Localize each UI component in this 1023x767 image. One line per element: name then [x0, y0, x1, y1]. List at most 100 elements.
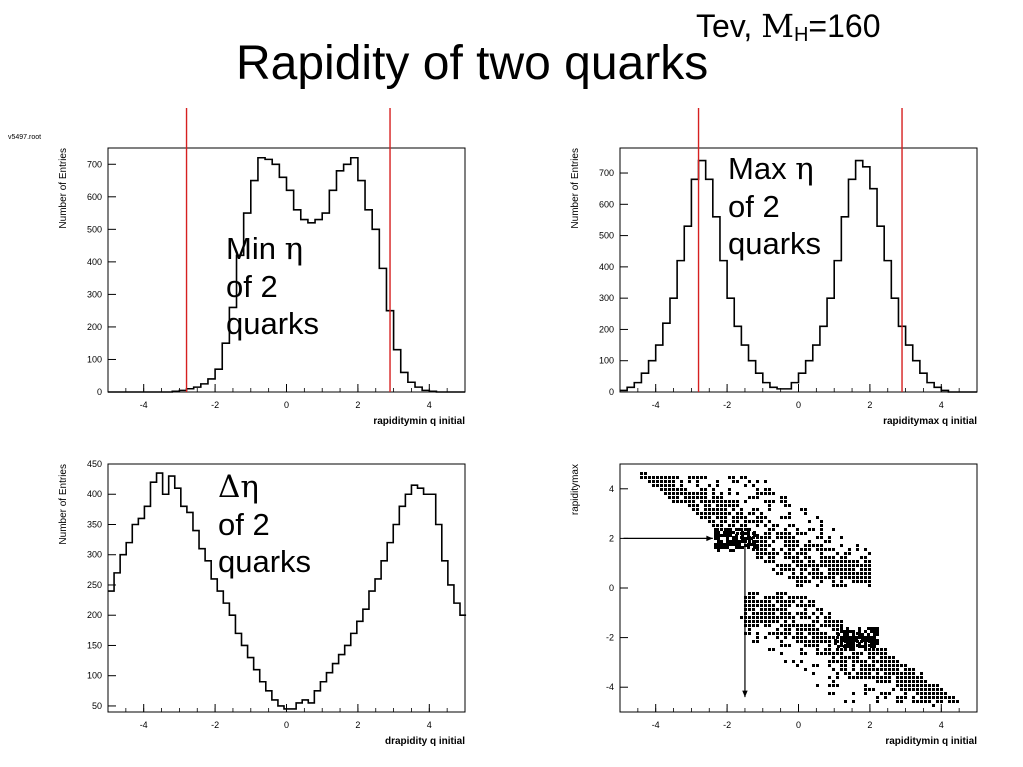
scatter-point: [796, 560, 799, 563]
scatter-point: [840, 560, 843, 563]
scatter-point: [764, 524, 767, 527]
scatter-point: [748, 592, 751, 595]
scatter-point: [808, 628, 811, 631]
scatter-point: [855, 636, 858, 639]
scatter-point: [832, 568, 835, 571]
scatter-point: [844, 556, 847, 559]
scatter-point: [740, 512, 743, 515]
scatter-point: [852, 668, 855, 671]
scatter-point: [904, 668, 907, 671]
scatter-point: [812, 612, 815, 615]
scatter-point: [920, 676, 923, 679]
annotation-min-eta-line1: Min: [226, 231, 285, 266]
maxrap-xtick-label: -4: [652, 400, 660, 410]
scatter-point: [716, 480, 719, 483]
scatter-point: [714, 543, 717, 546]
scatter-point: [784, 592, 787, 595]
scatter-point: [788, 568, 791, 571]
scatter-point: [848, 572, 851, 575]
scatter-point: [852, 564, 855, 567]
scatter-point: [864, 645, 867, 648]
scatter-point: [764, 608, 767, 611]
scatter-point: [753, 543, 756, 546]
scatter-point: [800, 596, 803, 599]
scatter-point: [764, 552, 767, 555]
scatter-point: [760, 548, 763, 551]
scatter-point: [812, 632, 815, 635]
scatter-point: [846, 636, 849, 639]
scatter-point: [784, 628, 787, 631]
scatter-point: [764, 532, 767, 535]
scatter-point: [724, 528, 727, 531]
scatter-point: [800, 568, 803, 571]
scatter-point: [852, 580, 855, 583]
scatter-point: [768, 648, 771, 651]
scatter-point: [728, 504, 731, 507]
scatter-point: [747, 546, 750, 549]
scatter-point: [688, 476, 691, 479]
minrap-plot: -4 -2 0 2 4 0 100 200 300 400 500 600 700 rapiditymin…: [58, 108, 466, 427]
scatter-point: [750, 543, 753, 546]
maxrap-ytick-label: 700: [599, 168, 614, 178]
scatter-point: [756, 604, 759, 607]
scatter-point: [784, 660, 787, 663]
scatter-point: [804, 624, 807, 627]
scatter-point: [784, 532, 787, 535]
scatter-point: [824, 632, 827, 635]
scatter-point: [832, 528, 835, 531]
scatter-point: [924, 692, 927, 695]
scatter-point: [764, 620, 767, 623]
scatter-point: [936, 692, 939, 695]
scatter-point: [916, 692, 919, 695]
scatter-point: [776, 620, 779, 623]
scatter-point: [800, 532, 803, 535]
scatter-point: [884, 676, 887, 679]
scatter-point: [840, 556, 843, 559]
scatter-point: [840, 624, 843, 627]
scatter-point: [744, 532, 747, 535]
scatter-point: [820, 624, 823, 627]
scatter-point: [648, 480, 651, 483]
scatter-point: [870, 645, 873, 648]
scatter-point: [784, 612, 787, 615]
maxrap-plot: -4 -2 0 2 4 0 100 200 300 400 500 600 700 rapiditymax…: [570, 108, 978, 427]
scatter-point: [752, 596, 755, 599]
scatter-point: [724, 504, 727, 507]
scatter-point: [952, 700, 955, 703]
scatter-point: [808, 604, 811, 607]
scatter-point: [864, 688, 867, 691]
scatter-point: [828, 536, 831, 539]
scatter-point: [816, 516, 819, 519]
maxrap-xtick-label: 2: [867, 400, 872, 410]
scatter-point: [744, 516, 747, 519]
scatter-point: [768, 492, 771, 495]
scatter-point: [808, 548, 811, 551]
scatter-point: [804, 580, 807, 583]
scatter-point: [792, 660, 795, 663]
scatter-point: [836, 636, 839, 639]
scatter-point: [824, 576, 827, 579]
scatter-point: [840, 576, 843, 579]
scatter-point: [738, 540, 741, 543]
scatter-point: [948, 696, 951, 699]
scatter-point: [780, 612, 783, 615]
scatter-point: [764, 492, 767, 495]
scatter-point: [858, 627, 861, 630]
annotation-delta-eta-line3: quarks: [218, 544, 312, 579]
scatter-point: [884, 696, 887, 699]
scatter-point: [756, 632, 759, 635]
scatter-point: [876, 642, 879, 645]
scatter-point: [714, 546, 717, 549]
scatter-point: [768, 488, 771, 491]
scatter-point: [832, 556, 835, 559]
scatter-point: [788, 564, 791, 567]
scatter-point: [656, 484, 659, 487]
scatter-point: [723, 546, 726, 549]
scatter-point: [720, 540, 723, 543]
scatter-point: [828, 616, 831, 619]
scatter-point: [740, 524, 743, 527]
scatter-point: [800, 628, 803, 631]
scatter-point: [816, 568, 819, 571]
scatter-point: [776, 536, 779, 539]
scatter-point: [832, 584, 835, 587]
